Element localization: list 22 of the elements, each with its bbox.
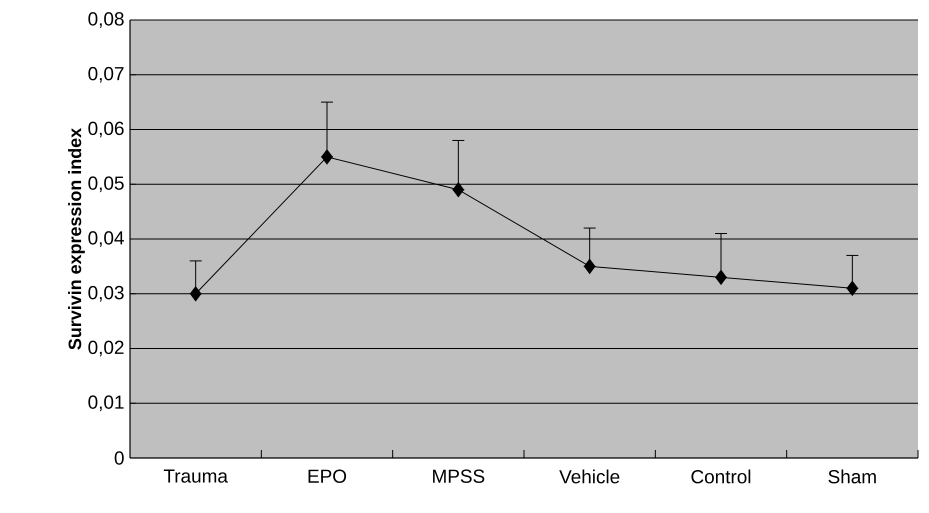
- y-tick-label: 0,07: [88, 66, 124, 83]
- x-tick-label: Vehicle: [559, 470, 620, 484]
- x-tick-label: EPO: [308, 470, 346, 483]
- x-tick-label: Trauma: [164, 470, 228, 483]
- x-tick-label: Control: [691, 470, 750, 484]
- point: [190, 286, 202, 302]
- y-tick-label: 0: [114, 451, 124, 465]
- y-tick-label: 0,03: [88, 286, 124, 302]
- x-tick-label: MPSS: [433, 470, 484, 483]
- point: [846, 280, 858, 296]
- y-axis-title: Survivin expression index: [68, 128, 85, 350]
- y-tick-label: 0,05: [88, 176, 124, 192]
- y-tick-label: 0,08: [88, 12, 124, 28]
- y-tick-label: 0,02: [88, 340, 124, 356]
- point: [715, 270, 727, 285]
- point: [452, 182, 464, 198]
- y-tick-label: 0,04: [88, 231, 124, 247]
- point: [584, 258, 596, 274]
- y-tick-label: 0,01: [88, 395, 124, 412]
- point: [321, 149, 333, 164]
- y-tick-label: 0,06: [88, 122, 124, 138]
- x-tick-label: Sham: [828, 470, 876, 484]
